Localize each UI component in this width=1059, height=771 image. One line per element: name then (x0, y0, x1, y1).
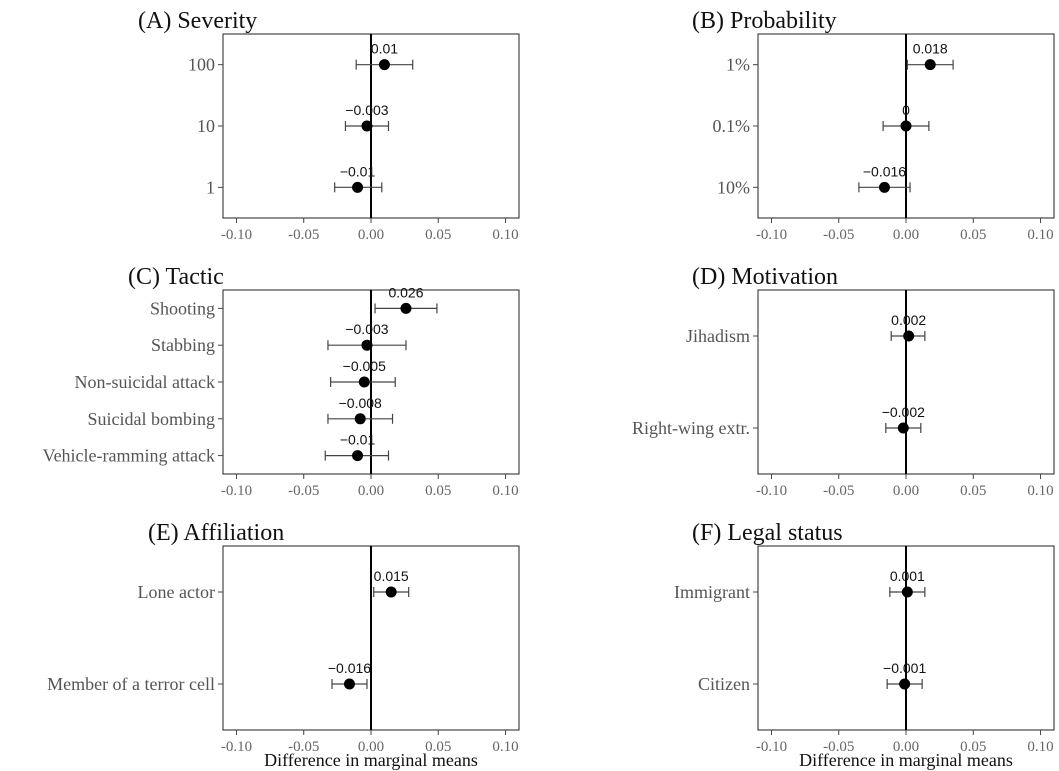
x-tick-label: -0.05 (288, 227, 319, 243)
x-tick-label: -0.10 (756, 483, 787, 499)
x-tick-label: -0.05 (823, 739, 854, 755)
x-tick-label: 0.00 (893, 739, 919, 755)
x-tick-label: 0.10 (1027, 227, 1053, 243)
x-tick-label: 0.10 (1027, 483, 1053, 499)
x-tick-label: 0.05 (425, 739, 451, 755)
category-label: 10 (197, 116, 215, 136)
x-tick-label: -0.10 (756, 227, 787, 243)
x-tick-label: -0.05 (288, 739, 319, 755)
category-label: Jihadism (686, 326, 750, 346)
category-label: Lone actor (138, 582, 215, 602)
data-point (897, 422, 909, 434)
category-label: Shooting (150, 298, 215, 318)
data-point (924, 59, 936, 71)
category-label: Suicidal bombing (88, 409, 216, 429)
data-point (903, 330, 915, 342)
x-tick-label: 0.00 (358, 739, 384, 755)
x-axis-title: Difference in marginal means (799, 750, 1013, 770)
x-tick-label: 0.05 (960, 227, 986, 243)
x-tick-label: -0.10 (221, 739, 252, 755)
category-label: Immigrant (674, 582, 750, 602)
data-point (343, 678, 355, 690)
category-label: 1 (206, 177, 215, 197)
panel-title: (E) Affiliation (148, 520, 284, 546)
data-label: −0.001 (883, 660, 926, 676)
data-point (361, 120, 373, 132)
data-label: −0.003 (345, 321, 388, 337)
panel-5: (E) Affiliation -0.10 -0.05 0.00 0.05 0.10 Lon… (47, 520, 520, 770)
panel-6: (F) Legal status -0.10 -0.05 0.00 0.05 0.10 Im… (674, 520, 1055, 770)
x-tick-label: 0.00 (893, 483, 919, 499)
category-label: Stabbing (151, 335, 215, 355)
data-label: −0.002 (882, 404, 925, 420)
data-label: −0.003 (345, 102, 388, 118)
category-label: 1% (726, 55, 750, 75)
panel-title: (B) Probability (692, 8, 837, 34)
x-tick-label: -0.05 (288, 483, 319, 499)
x-tick-label: 0.05 (960, 483, 986, 499)
data-label: 0 (902, 102, 910, 118)
data-point (358, 376, 370, 388)
panel-1: (A) Severity -0.10 -0.05 0.00 0.05 0.10 100 0.0… (138, 8, 520, 243)
category-label: 100 (188, 55, 215, 75)
data-label: −0.01 (340, 163, 376, 179)
data-label: −0.016 (328, 660, 371, 676)
x-axis-title: Difference in marginal means (264, 750, 478, 770)
category-label: Right-wing extr. (632, 418, 750, 438)
data-point (352, 181, 364, 193)
data-label: −0.008 (339, 395, 382, 411)
panel-title: (F) Legal status (692, 520, 843, 546)
x-tick-label: 0.10 (492, 227, 518, 243)
panel-4: (D) Motivation -0.10 -0.05 0.00 0.05 0.10 Jiha… (632, 264, 1055, 499)
x-tick-label: 0.10 (1027, 739, 1053, 755)
data-point (361, 339, 373, 351)
x-tick-label: -0.10 (756, 739, 787, 755)
category-label: Non-suicidal attack (75, 372, 215, 392)
panel-2: (B) Probability -0.10 -0.05 0.00 0.05 0.10 1% 0… (692, 8, 1055, 243)
data-label: 0.002 (891, 312, 926, 328)
x-tick-label: 0.00 (358, 227, 384, 243)
data-label: −0.01 (340, 432, 376, 448)
data-point (354, 413, 366, 425)
category-label: Member of a terror cell (47, 674, 215, 694)
data-point (400, 302, 412, 314)
data-label: 0.001 (890, 568, 925, 584)
x-tick-label: -0.10 (221, 227, 252, 243)
x-tick-label: 0.00 (358, 483, 384, 499)
data-label: 0.026 (388, 284, 423, 300)
x-tick-label: -0.05 (823, 227, 854, 243)
data-label: 0.015 (374, 568, 409, 584)
x-tick-label: 0.00 (893, 227, 919, 243)
category-label: Vehicle-ramming attack (43, 446, 215, 466)
x-tick-label: 0.10 (492, 483, 518, 499)
category-label: 0.1% (713, 116, 751, 136)
panel-title: (A) Severity (138, 8, 257, 34)
panel-3: (C) Tactic -0.10 -0.05 0.00 0.05 0.10 Shooting… (43, 264, 520, 499)
data-point (385, 586, 397, 598)
data-label: −0.016 (863, 163, 906, 179)
x-tick-label: 0.05 (425, 227, 451, 243)
data-label: 0.01 (371, 41, 398, 57)
data-point (901, 586, 913, 598)
category-label: Citizen (698, 674, 750, 694)
x-tick-label: -0.10 (221, 483, 252, 499)
data-point (378, 59, 390, 71)
data-point (352, 450, 364, 462)
panel-title: (D) Motivation (692, 264, 838, 290)
data-label: 0.018 (913, 41, 948, 57)
data-point (878, 181, 890, 193)
x-tick-label: -0.05 (823, 483, 854, 499)
x-tick-label: 0.05 (960, 739, 986, 755)
data-label: −0.005 (343, 358, 386, 374)
data-point (900, 120, 912, 132)
category-label: 10% (717, 177, 750, 197)
x-tick-label: 0.10 (492, 739, 518, 755)
data-point (899, 678, 911, 690)
panel-title: (C) Tactic (128, 264, 224, 290)
x-tick-label: 0.05 (425, 483, 451, 499)
